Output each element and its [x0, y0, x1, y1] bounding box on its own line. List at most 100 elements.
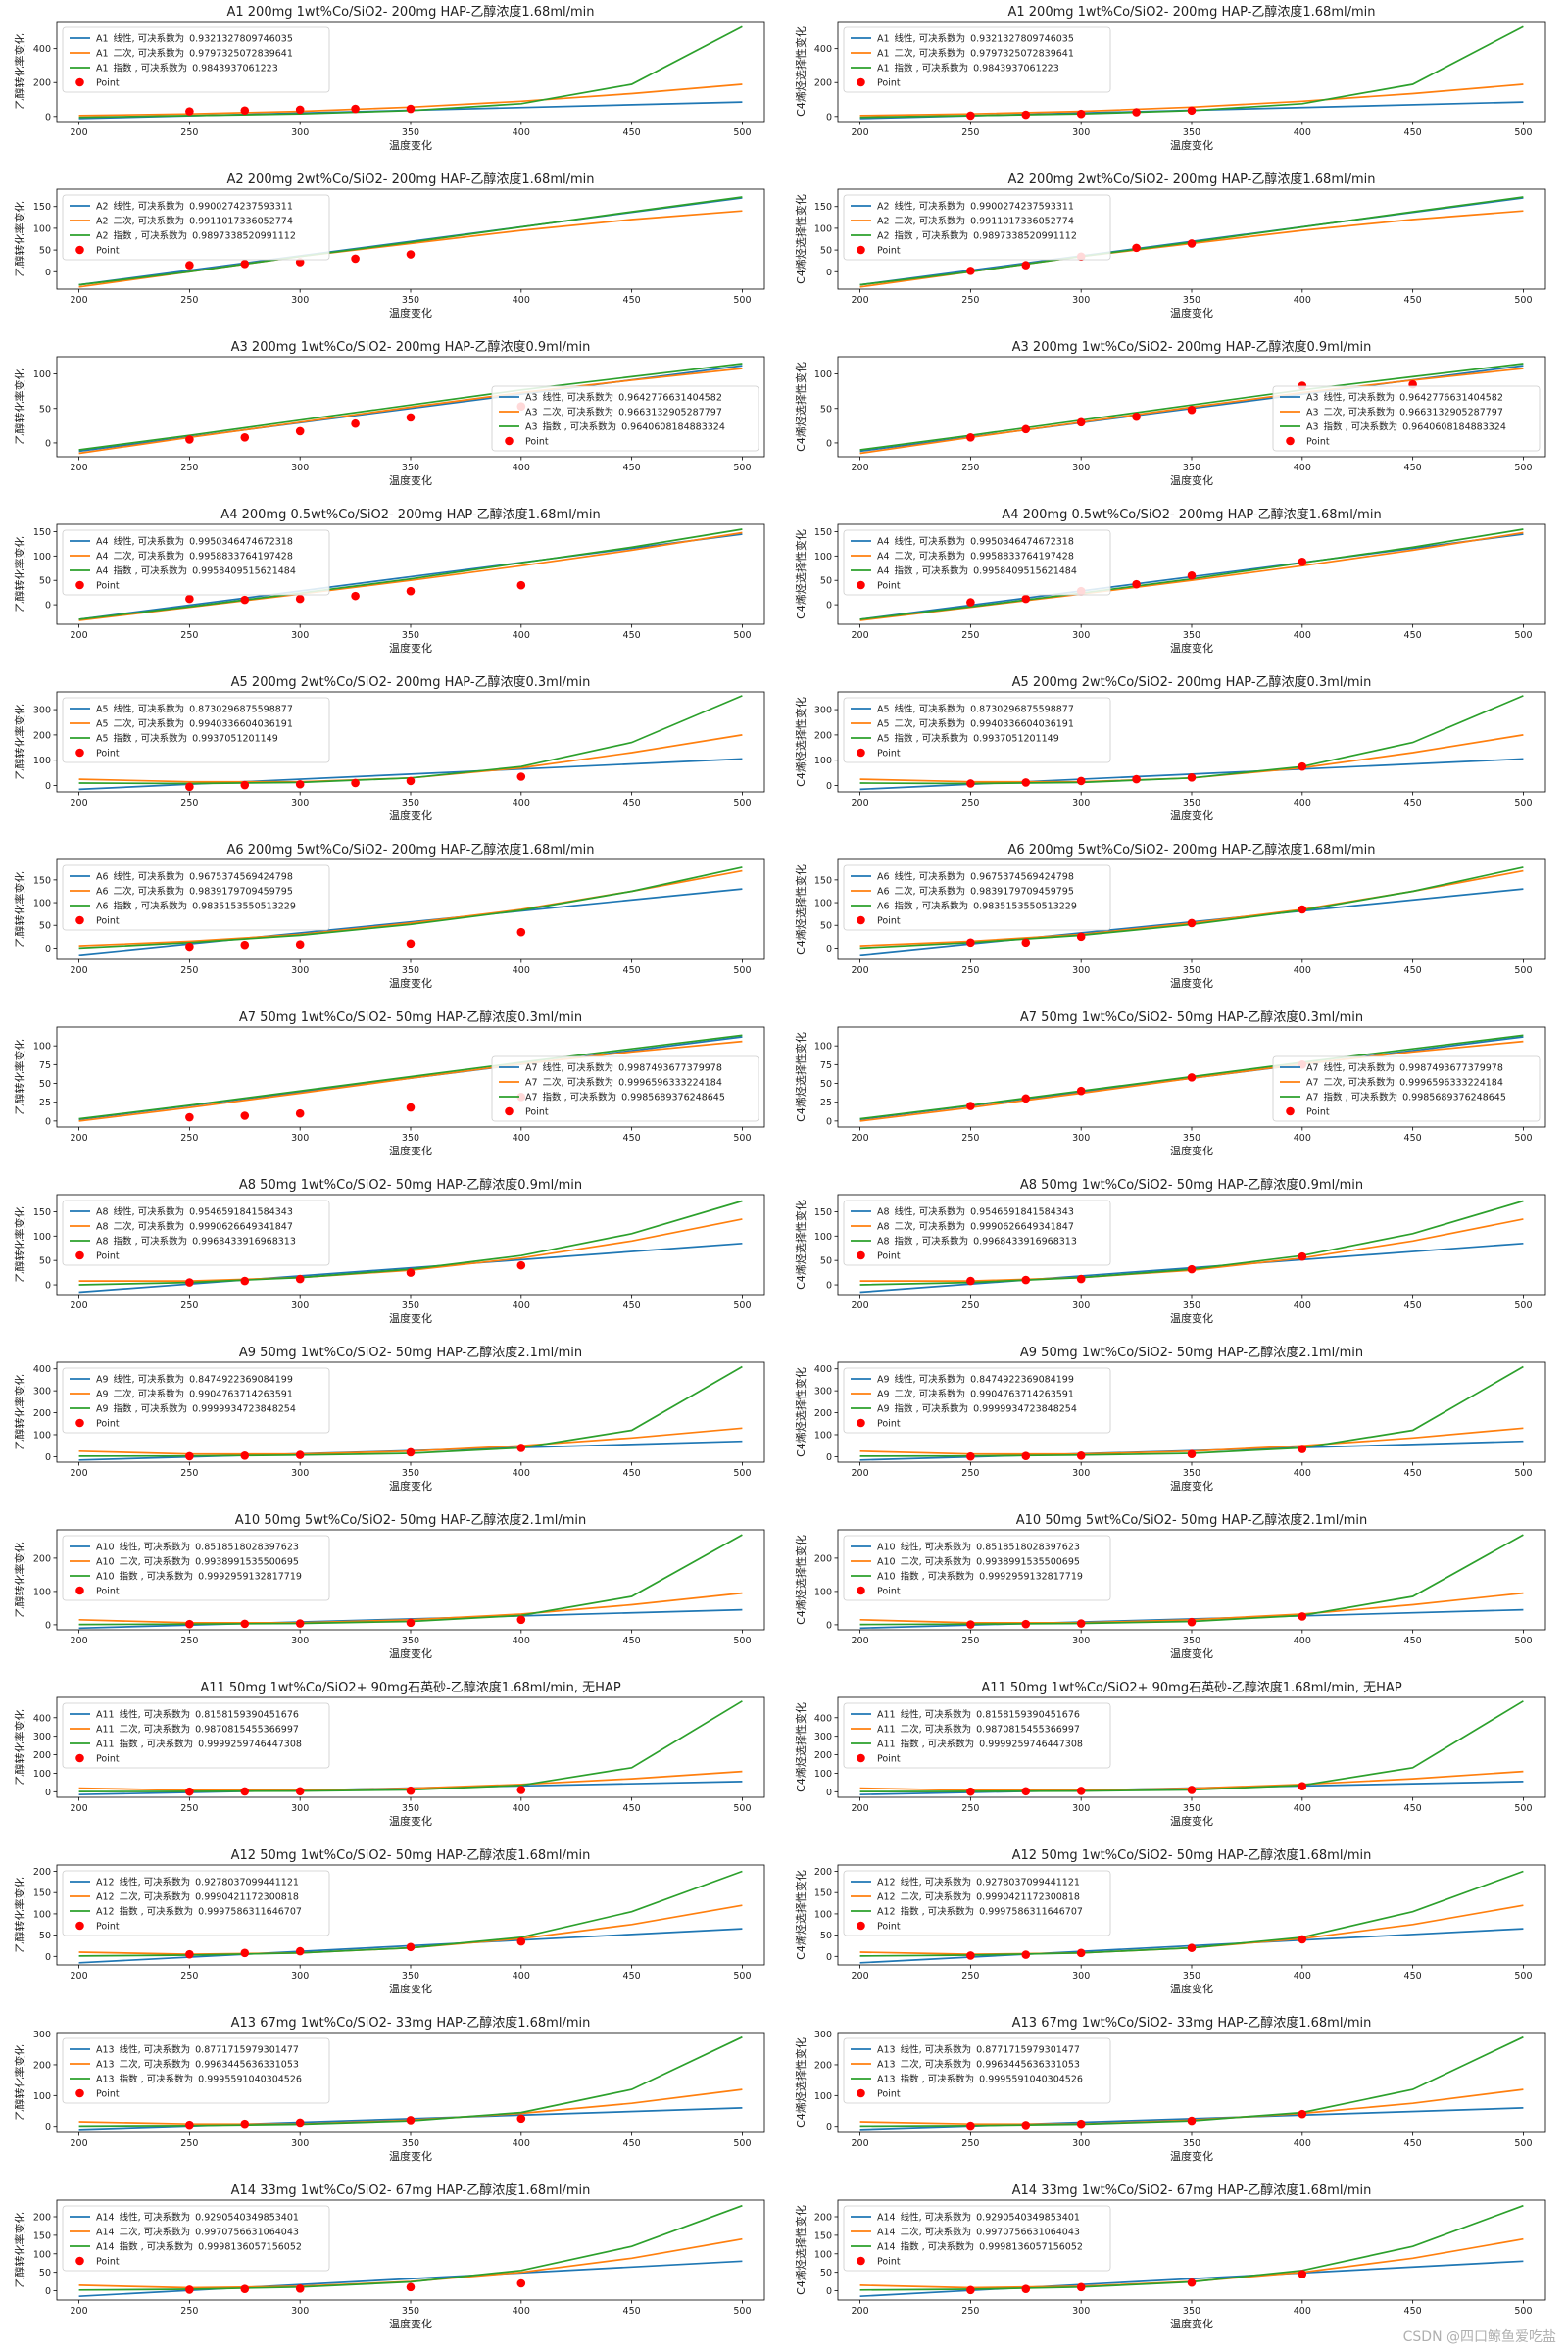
legend-entry-exponential: A13 指数 , 可决系数为 0.9995591040304526	[96, 2074, 302, 2085]
data-point	[185, 435, 194, 444]
x-tick-label: 400	[1294, 1133, 1311, 1144]
x-tick-label: 500	[733, 1636, 751, 1646]
y-tick-label: 50	[39, 921, 51, 932]
x-tick-label: 200	[70, 2306, 87, 2317]
x-tick-label: 300	[291, 1133, 309, 1144]
y-tick-label: 200	[814, 2213, 832, 2224]
y-axis-label: C4烯烃选择性变化	[794, 1870, 808, 1960]
data-point	[1076, 932, 1086, 942]
data-point	[240, 106, 250, 116]
x-axis-label: 温度变化	[389, 473, 432, 487]
y-tick-label: 50	[39, 576, 51, 587]
panel-a10-left: A10 50mg 5wt%Co/SiO2- 50mg HAP-乙醇浓度2.1ml…	[13, 1512, 765, 1660]
legend-entry-quadratic: A5 二次, 可决系数为 0.9940336604036191	[96, 718, 293, 730]
y-tick-label: 0	[826, 438, 832, 449]
legend-series-id: A10	[877, 1557, 896, 1568]
legend-r2-value: 0.9911017336052774	[189, 217, 293, 227]
legend-kind: 线性, 可决系数为	[114, 1374, 185, 1386]
data-point	[516, 1444, 526, 1452]
x-tick-label: 200	[70, 1971, 87, 1982]
panel-a5-right: A5 200mg 2wt%Co/SiO2- 200mg HAP-乙醇浓度0.3m…	[794, 674, 1546, 822]
y-tick-label: 100	[814, 2249, 832, 2260]
x-tick-label: 300	[291, 965, 309, 976]
legend-kind: 线性, 可决系数为	[543, 392, 614, 404]
legend-series-id: A7	[525, 1093, 538, 1103]
x-tick-label: 500	[1514, 295, 1532, 306]
data-point	[351, 778, 360, 788]
legend-r2-value: 0.9839179709459795	[970, 887, 1074, 898]
legend-swatch-point	[857, 1921, 865, 1931]
legend-entry-point: Point	[877, 581, 901, 592]
x-tick-label: 500	[1514, 463, 1532, 473]
x-tick-label: 350	[1183, 1300, 1200, 1311]
data-point	[1076, 2282, 1086, 2292]
y-tick-label: 100	[33, 223, 51, 234]
x-tick-label: 350	[402, 1468, 419, 1479]
y-tick-label: 100	[33, 2249, 51, 2260]
x-tick-label: 250	[180, 463, 198, 473]
data-point	[351, 254, 360, 264]
legend-entry-quadratic: A2 二次, 可决系数为 0.9911017336052774	[877, 216, 1074, 227]
y-tick-label: 0	[45, 1620, 51, 1631]
legend-r2-value: 0.9900274237593311	[189, 202, 293, 213]
legend-series-id: A2	[877, 202, 890, 213]
legend-series-id: A5	[877, 734, 890, 745]
legend-box	[843, 2205, 1111, 2272]
legend: A5 线性, 可决系数为 0.8730296875598877 A5 二次, 可决系数为…	[62, 697, 330, 763]
x-tick-label: 200	[70, 630, 87, 641]
legend-box	[843, 1535, 1111, 1601]
x-tick-label: 400	[513, 1971, 530, 1982]
legend-series-id: A9	[96, 1375, 109, 1386]
y-axis-label: C4烯烃选择性变化	[794, 194, 808, 284]
series-quadratic-line	[78, 1040, 743, 1122]
legend-swatch-point	[857, 748, 865, 758]
legend-kind: 线性, 可决系数为	[114, 704, 185, 715]
legend-entry-point: Point	[96, 2089, 120, 2100]
x-tick-label: 350	[1183, 1468, 1200, 1479]
legend-kind: 线性, 可决系数为	[120, 1877, 191, 1888]
legend-series-id: A4	[877, 552, 890, 563]
panel-title: A2 200mg 2wt%Co/SiO2- 200mg HAP-乙醇浓度1.68…	[226, 172, 594, 187]
data-point	[406, 2116, 416, 2125]
x-tick-label: 300	[1072, 1636, 1090, 1646]
data-point	[185, 261, 194, 270]
x-tick-label: 250	[180, 2306, 198, 2317]
legend-kind: 二次, 可决系数为	[895, 886, 966, 898]
legend-kind: 二次, 可决系数为	[120, 1556, 191, 1568]
y-tick-label: 50	[39, 2268, 51, 2278]
legend-r2-value: 0.9996596333224184	[618, 1078, 722, 1089]
legend-kind: 二次, 可决系数为	[114, 48, 185, 60]
y-tick-label: 100	[814, 2091, 832, 2102]
legend-entry-exponential: A9 指数 , 可决系数为 0.9999934723848254	[96, 1403, 296, 1415]
legend-kind: 指数 , 可决系数为	[901, 2074, 975, 2085]
y-axis-label: C4烯烃选择性变化	[794, 1367, 808, 1457]
legend-series-id: A12	[96, 1892, 115, 1903]
data-point	[1298, 558, 1307, 566]
legend-box	[62, 864, 330, 931]
data-point	[240, 2284, 250, 2293]
legend-r2-value: 0.9897338520991112	[973, 231, 1077, 242]
legend-r2-value: 0.9963445636331053	[976, 2060, 1080, 2071]
x-tick-label: 450	[1404, 295, 1422, 306]
legend-box	[843, 1200, 1111, 1266]
y-tick-label: 200	[814, 1750, 832, 1761]
x-axis-label: 温度变化	[389, 306, 432, 319]
data-point	[1187, 1617, 1197, 1627]
panel-title: A7 50mg 1wt%Co/SiO2- 50mg HAP-乙醇浓度0.3ml/…	[1020, 1009, 1363, 1025]
x-tick-label: 200	[70, 2138, 87, 2149]
x-axis-label: 温度变化	[389, 1982, 432, 1995]
y-tick-label: 50	[39, 246, 51, 257]
legend-entry-linear: A4 线性, 可决系数为 0.9950346474672318	[96, 536, 293, 548]
data-point	[1076, 1274, 1086, 1284]
legend-series-id: A6	[877, 902, 890, 912]
x-axis-label: 温度变化	[389, 1144, 432, 1157]
legend-series-id: A9	[96, 1404, 109, 1415]
legend-series-id: A8	[877, 1237, 890, 1248]
legend-r2-value: 0.9940336604036191	[970, 719, 1074, 730]
data-point	[185, 2120, 194, 2130]
data-point	[1298, 1251, 1307, 1261]
legend-entry-linear: A11 线性, 可决系数为 0.8158159390451676	[877, 1709, 1080, 1721]
legend-series-id: A3	[1306, 422, 1319, 433]
legend-entry-exponential: A4 指数 , 可决系数为 0.9958409515621484	[877, 565, 1077, 577]
data-point	[1132, 774, 1141, 784]
